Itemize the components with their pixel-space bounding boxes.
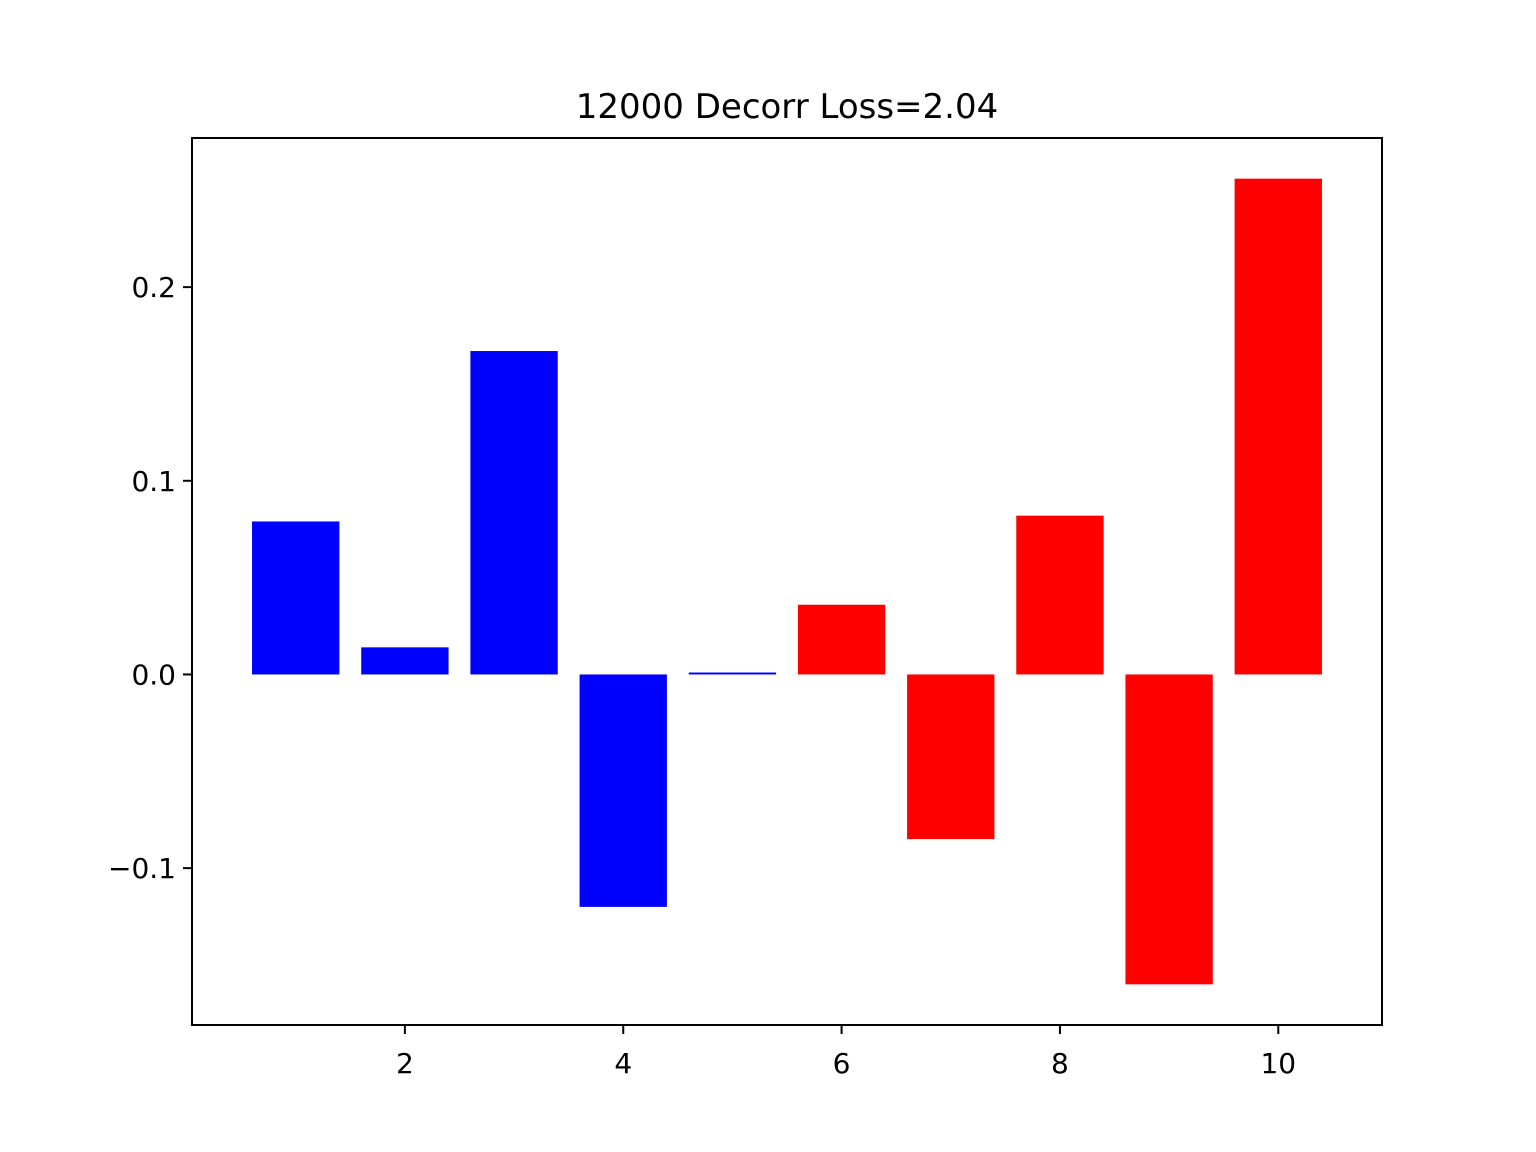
bar-8 [1016,515,1104,675]
x-tick-label: 2 [396,1047,414,1080]
y-tick-label: 0.2 [131,271,176,304]
bar-9 [1125,674,1213,985]
bar-10 [1234,178,1322,675]
chart-title: 12000 Decorr Loss=2.04 [576,87,999,127]
plot-frame [191,137,1383,1026]
y-axis-ticks: −0.1 0.0 0.1 0.2 [108,271,192,885]
bar-4 [579,674,667,907]
y-tick-label: 0.0 [131,658,176,691]
y-tick-label: −0.1 [108,852,176,885]
bar-7 [907,674,995,840]
bar-3 [470,351,558,675]
x-axis-ticks: 2 4 6 8 10 [396,1025,1296,1080]
x-tick-label: 10 [1260,1047,1296,1080]
bar-2 [361,647,449,675]
bar-1 [252,521,340,675]
x-tick-label: 6 [833,1047,851,1080]
y-tick-label: 0.1 [131,465,176,498]
bars-group [252,178,1322,985]
x-tick-label: 8 [1051,1047,1069,1080]
bar-5 [688,672,777,675]
bar-6 [797,604,886,675]
x-tick-label: 4 [614,1047,632,1080]
